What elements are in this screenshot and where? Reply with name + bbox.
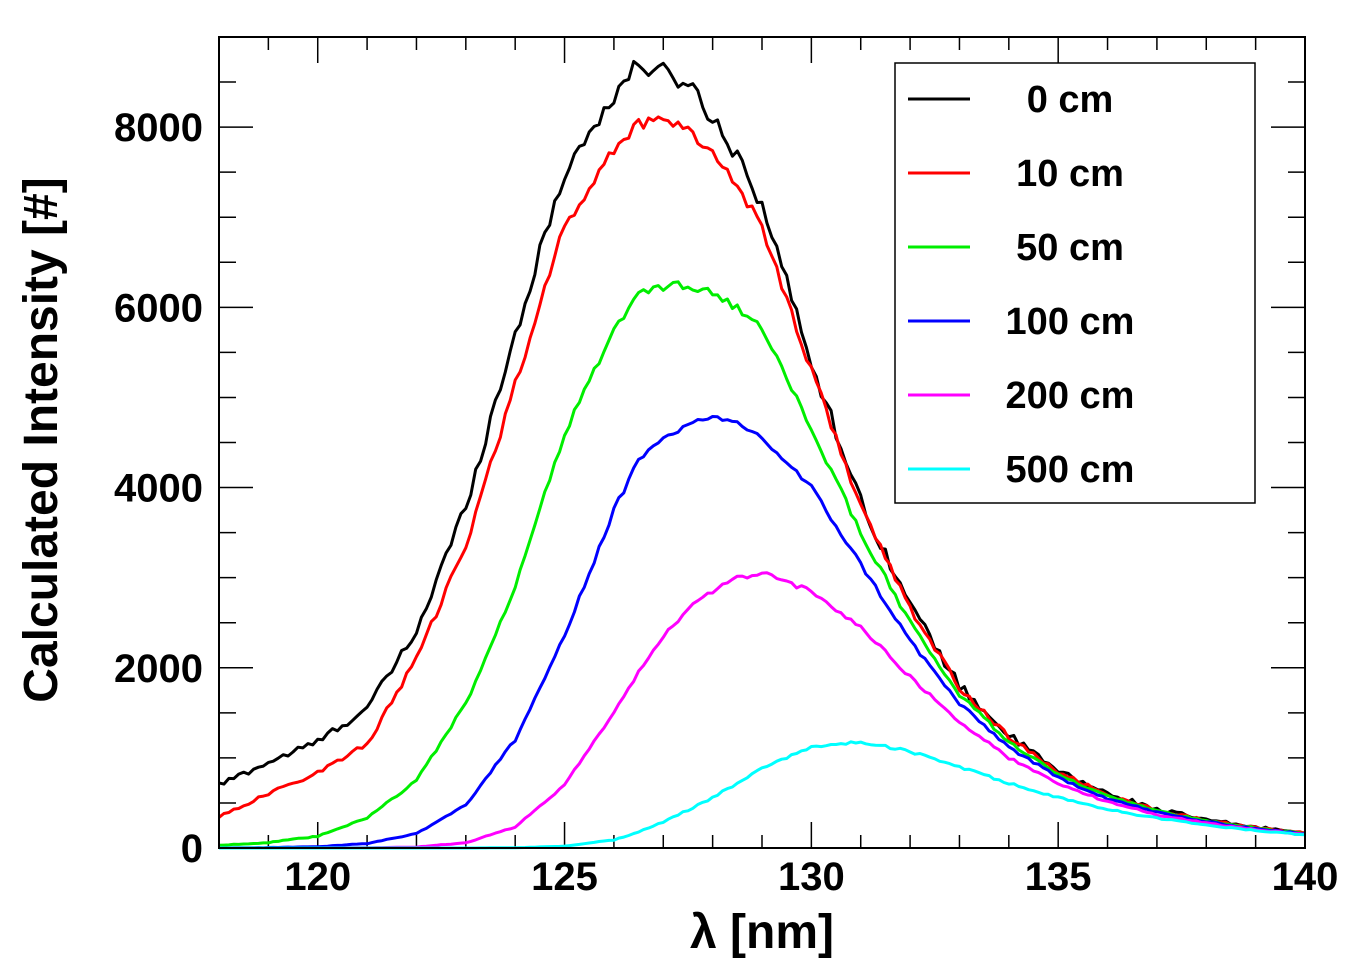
x-axis-title: λ [nm] bbox=[690, 906, 834, 959]
legend-label: 100 cm bbox=[1006, 301, 1135, 343]
y-tick-label: 0 bbox=[181, 827, 203, 871]
x-tick-label: 130 bbox=[778, 855, 845, 899]
y-tick-label: 6000 bbox=[114, 286, 203, 330]
series-line bbox=[218, 280, 1306, 847]
legend-label: 200 cm bbox=[1006, 375, 1135, 417]
legend-label: 500 cm bbox=[1006, 449, 1135, 491]
x-tick-label: 120 bbox=[284, 855, 351, 899]
legend: 0 cm 10 cm 50 cm 100 cm 200 cm 500 cm bbox=[894, 62, 1256, 504]
y-axis-title: Calculated Intensity [#] bbox=[15, 177, 68, 702]
legend-frame bbox=[894, 62, 1256, 504]
x-tick-labels: 120 125 130 135 140 bbox=[284, 855, 1338, 899]
legend-label: 50 cm bbox=[1016, 227, 1124, 269]
x-tick-label: 125 bbox=[531, 855, 598, 899]
x-tick-label: 140 bbox=[1272, 855, 1339, 899]
legend-label: 0 cm bbox=[1027, 79, 1114, 121]
plot-frame bbox=[218, 36, 1306, 849]
series-line bbox=[218, 415, 1305, 850]
x-tick-label: 135 bbox=[1025, 855, 1092, 899]
y-tick-labels: 0 2000 4000 6000 8000 bbox=[114, 106, 203, 871]
legend-label: 10 cm bbox=[1016, 153, 1124, 195]
y-tick-label: 2000 bbox=[114, 647, 203, 691]
y-tick-label: 8000 bbox=[114, 106, 203, 150]
y-tick-label: 4000 bbox=[114, 467, 203, 511]
